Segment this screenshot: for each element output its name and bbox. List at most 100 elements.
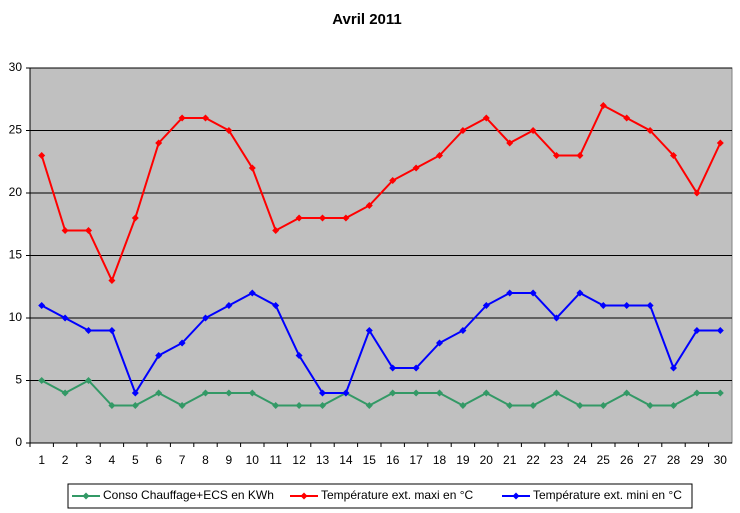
point-marker [225,389,233,397]
x-tick-label: 1 [38,453,45,467]
point-marker [529,402,537,409]
point-marker [131,389,139,397]
point-marker [670,364,677,372]
legend-box [67,483,693,509]
point-marker [436,152,443,159]
point-marker [295,214,303,222]
point-marker [61,227,69,234]
point-marker [716,327,724,334]
point-marker [38,152,46,159]
legend-label: Conso Chauffage+ECS en KWh [103,488,274,502]
y-tick-label: 10 [9,310,23,324]
point-marker [436,339,443,347]
y-tick-label: 20 [9,185,23,199]
point-marker [529,289,537,297]
point-marker [319,214,326,222]
point-marker [295,402,303,409]
point-marker [202,114,209,122]
point-marker [202,314,209,322]
x-tick-label: 6 [155,453,162,467]
point-marker [61,314,69,322]
legend-label: Température ext. mini en °C [533,488,682,502]
point-marker [248,289,256,297]
point-marker [38,377,46,384]
point-marker [85,377,92,384]
point-marker [85,327,92,334]
point-marker [506,139,514,147]
point-marker [553,389,560,397]
point-marker [693,389,701,397]
point-marker [576,152,584,159]
point-marker [389,177,397,184]
point-marker [599,302,607,309]
point-marker [553,152,560,159]
point-marker [693,327,701,334]
point-marker [412,364,420,372]
point-marker [482,389,490,397]
x-tick-label: 17 [409,453,423,467]
point-marker [459,127,467,134]
point-marker [459,402,467,409]
point-marker [319,402,326,409]
x-tick-label: 28 [667,453,681,467]
point-marker [506,402,514,409]
point-marker [178,114,186,122]
point-marker [459,327,467,334]
point-marker [155,352,163,359]
point-marker [716,389,724,397]
x-tick-label: 9 [226,453,233,467]
point-marker [108,277,116,284]
point-marker [178,402,186,409]
point-marker [412,389,420,397]
point-marker [670,152,677,159]
point-marker [342,214,350,222]
series-line [40,104,722,284]
x-tick-label: 30 [714,453,728,467]
x-tick-label: 15 [363,453,377,467]
x-tick-label: 14 [339,453,353,467]
x-tick-label: 19 [456,453,470,467]
point-marker [178,339,186,347]
point-marker [108,402,116,409]
point-marker [272,227,280,234]
x-tick-label: 26 [620,453,634,467]
x-tick-label: 16 [386,453,400,467]
point-marker [623,389,631,397]
x-tick-label: 13 [316,453,330,467]
x-tick-label: 23 [550,453,564,467]
point-marker [108,327,116,334]
point-marker [599,402,607,409]
point-marker [412,164,420,172]
x-tick-label: 3 [85,453,92,467]
point-marker [342,389,350,397]
point-marker [131,214,139,222]
point-marker [670,402,677,409]
y-tick-label: 30 [9,60,23,74]
point-marker [646,302,654,309]
series-line [41,379,721,407]
point-marker [576,402,584,409]
point-marker [365,327,373,334]
point-marker [623,302,631,309]
x-tick-label: 27 [643,453,657,467]
point-marker [365,402,373,409]
point-marker [225,302,233,309]
legend-marker [512,492,520,500]
point-marker [482,302,490,309]
x-tick-label: 2 [62,453,69,467]
point-marker [248,389,256,397]
point-marker [61,389,69,397]
point-marker [272,302,280,309]
x-tick-label: 8 [202,453,209,467]
point-marker [693,189,701,197]
point-marker [155,139,163,147]
x-tick-label: 11 [269,453,282,467]
point-marker [389,389,397,397]
point-marker [131,402,139,409]
point-marker [646,127,654,134]
legend-marker [82,492,90,500]
point-marker [506,289,514,297]
x-tick-label: 12 [292,453,306,467]
series-line [41,291,721,396]
